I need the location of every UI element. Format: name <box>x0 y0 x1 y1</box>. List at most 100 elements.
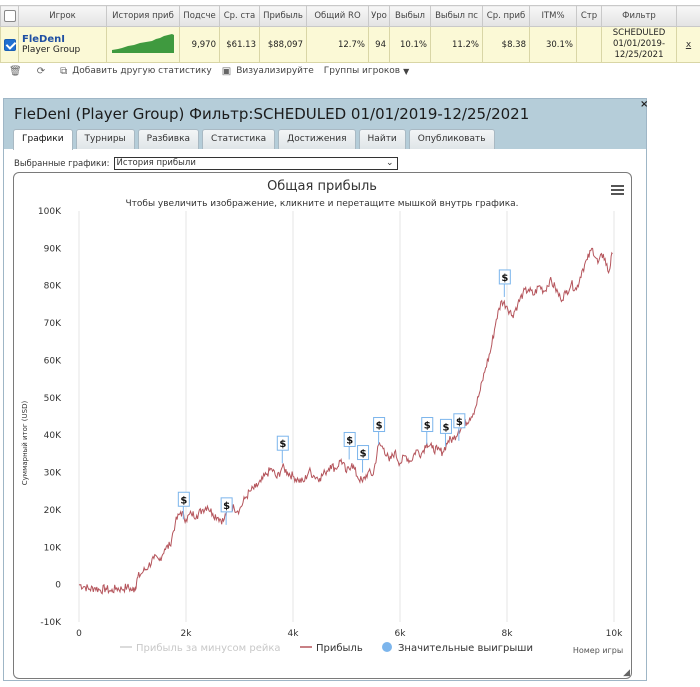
refresh-button[interactable]: ⟳ <box>37 66 50 77</box>
chart-frame[interactable]: Общая прибыль Чтобы увеличить изображени… <box>13 172 632 679</box>
profit-sparkline <box>112 34 174 53</box>
x-tick-label: 0 <box>76 629 82 639</box>
refresh-icon: ⟳ <box>36 65 46 77</box>
legend-item-profit[interactable]: Прибыль <box>300 643 363 654</box>
graph-panel: FleDenI (Player Group) Фильтр:SCHEDULED … <box>3 98 649 681</box>
x-tick-label: 6k <box>395 629 407 639</box>
visualize-button[interactable]: ▣ Визуализируйте <box>222 66 314 77</box>
row-checkbox[interactable] <box>4 38 16 51</box>
panel-tabs: Графики Турниры Разбивка Статистика Дост… <box>13 129 498 150</box>
big-win-marker[interactable]: $ <box>439 418 452 447</box>
table-row: FleDenI Player Group 9,970 $61.13 $88,09… <box>0 26 700 63</box>
big-win-marker[interactable]: $ <box>220 497 233 525</box>
tab-achievements[interactable]: Достижения <box>278 129 356 149</box>
big-wins-markers: $ $ $ $ $ $ $ $ $ $ <box>177 269 511 525</box>
col-level[interactable]: Уро <box>368 5 390 27</box>
str-cell <box>576 26 602 63</box>
col-profit[interactable]: Прибыль <box>259 5 307 27</box>
chart-select[interactable]: История прибыли ⌄ <box>113 157 398 170</box>
row-checkbox-cell[interactable] <box>0 26 19 63</box>
y-tick-label: 40K <box>44 431 62 441</box>
filter-line: 12/25/2021 <box>614 50 664 60</box>
roi-cell: 12.7% <box>306 26 369 63</box>
level-cell: 94 <box>368 26 390 63</box>
tab-find[interactable]: Найти <box>358 129 406 149</box>
x-tick-label: 4k <box>288 629 300 639</box>
chart-select-label: Выбранные графики: <box>14 158 110 169</box>
y-axis-ticks: -10K 0 10K 20K 30K 40K 50K 60K 70K 80K 90K 100K <box>38 207 62 628</box>
sparkline-cell <box>106 26 180 63</box>
col-remove <box>676 5 700 27</box>
big-win-marker[interactable]: $ <box>373 417 386 445</box>
col-out2[interactable]: Выбыл пс <box>430 5 483 27</box>
col-avg-stake[interactable]: Ср. ста <box>219 5 260 27</box>
big-win-marker[interactable]: $ <box>177 491 190 520</box>
tab-publish[interactable]: Опубликовать <box>408 129 495 149</box>
svg-text:$: $ <box>456 417 463 428</box>
col-str[interactable]: Стр <box>576 5 602 27</box>
legend-label-big-wins: Значительные выигрыши <box>398 643 533 654</box>
legend: Прибыль за минусом рейка Прибыль Значите… <box>120 642 533 654</box>
add-stat-button[interactable]: ⧉ Добавить другую статистику <box>60 66 212 77</box>
player-groups-label: Группы игроков <box>323 66 401 76</box>
svg-text:$: $ <box>279 439 286 450</box>
resize-grip-icon[interactable]: ◢ <box>623 668 630 678</box>
y-tick-label: 50K <box>44 394 62 404</box>
y-tick-label: 90K <box>44 244 62 254</box>
col-out1[interactable]: Выбыл <box>389 5 431 27</box>
tab-statistics[interactable]: Статистика <box>202 129 276 149</box>
col-profit-history[interactable]: История приб <box>106 5 180 27</box>
add-window-icon: ⧉ <box>60 65 68 77</box>
x-tick-label: 10k <box>606 629 623 639</box>
col-player[interactable]: Игрок <box>18 5 107 27</box>
profit-chart[interactable]: Общая прибыль Чтобы увеличить изображени… <box>14 173 631 678</box>
col-filter[interactable]: Фильтр <box>601 5 677 27</box>
big-win-marker[interactable]: $ <box>421 417 434 445</box>
svg-text:$: $ <box>376 421 383 432</box>
select-all-checkbox[interactable] <box>3 10 16 22</box>
out2-cell: 11.2% <box>430 26 483 63</box>
remove-row-link[interactable]: x <box>685 39 692 50</box>
avg-stake-cell: $61.13 <box>219 26 260 63</box>
player-groups-dropdown[interactable]: Группы игроков ▼ <box>324 66 409 76</box>
trash-icon: 🗑 <box>9 65 22 77</box>
legend-item-big-wins[interactable]: Значительные выигрыши <box>382 642 533 654</box>
select-all-header[interactable] <box>0 5 19 27</box>
big-win-marker[interactable]: $ <box>276 435 289 464</box>
svg-text:$: $ <box>424 421 431 432</box>
chart-subtitle: Чтобы увеличить изображение, кликните и … <box>125 199 518 209</box>
table-toolbar: 🗑 ⟳ ⧉ Добавить другую статистику ▣ Визуали… <box>0 63 700 79</box>
count-cell: 9,970 <box>179 26 220 63</box>
col-avg-profit[interactable]: Ср. приб <box>482 5 530 27</box>
svg-text:$: $ <box>360 449 367 460</box>
delete-button[interactable]: 🗑 <box>9 66 27 77</box>
close-icon[interactable]: × <box>640 99 649 110</box>
y-tick-label: 20K <box>44 506 62 516</box>
legend-label-profit: Прибыль <box>316 643 363 654</box>
svg-text:$: $ <box>346 435 353 446</box>
player-name-link[interactable]: FleDenI <box>22 34 65 45</box>
tab-graphs[interactable]: Графики <box>13 129 73 150</box>
remove-cell: x <box>676 26 700 63</box>
profit-cell: $88,097 <box>259 26 307 63</box>
tab-tournaments[interactable]: Турниры <box>75 129 135 149</box>
col-roi[interactable]: Общий RO <box>306 5 369 27</box>
big-win-marker[interactable]: $ <box>498 269 511 297</box>
big-win-marker[interactable]: $ <box>357 445 370 473</box>
x-axis-label: Номер игры <box>573 646 623 655</box>
out1-cell: 10.1% <box>389 26 431 63</box>
tab-breakdown[interactable]: Разбивка <box>137 129 200 149</box>
menu-icon[interactable] <box>611 185 624 195</box>
legend-item-rake[interactable]: Прибыль за минусом рейка <box>120 643 281 654</box>
y-tick-label: 30K <box>44 469 62 479</box>
big-win-marker[interactable]: $ <box>453 413 466 441</box>
x-tick-label: 2k <box>181 629 193 639</box>
col-count[interactable]: Подсче <box>179 5 220 27</box>
col-itm[interactable]: ITM% <box>529 5 577 27</box>
chart-title: Общая прибыль <box>267 179 377 194</box>
add-stat-label: Добавить другую статистику <box>72 66 212 76</box>
filter-cell: SCHEDULED 01/01/2019- 12/25/2021 <box>601 26 677 63</box>
big-win-marker[interactable]: $ <box>343 431 356 460</box>
y-tick-label: 70K <box>44 319 62 329</box>
panel-filter-text: SCHEDULED 01/01/2019-12/25/2021 <box>253 105 530 123</box>
